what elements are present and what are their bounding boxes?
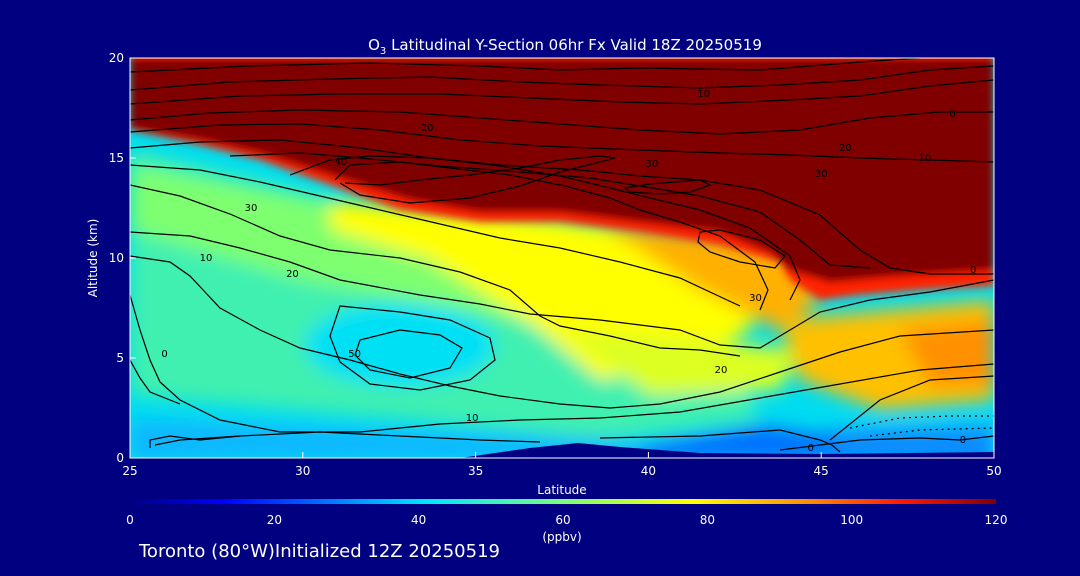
x-axis-label: Latitude [537,483,586,497]
colorbar-ticks: 0 20 40 60 80 100 120 [126,513,1007,527]
contour-label: 30 [245,203,258,214]
x-tick-label: 25 [122,464,137,478]
contour-label: 20 [286,269,299,280]
colorbar [130,499,996,504]
contour-label: 10 [466,413,479,424]
contour-label: 30 [749,293,762,304]
chart-title: O3 Latitudinal Y-Section 06hr Fx Valid 1… [368,36,762,57]
contour-label: 20 [839,143,852,154]
footer-run-info: Toronto (80°W)Initialized 12Z 20250519 [139,541,500,562]
colorbar-tick-label: 40 [411,513,426,527]
y-tick-label: 20 [109,51,124,65]
y-axis: 0 5 10 15 20 [109,51,136,465]
contour-label: 10 [919,153,932,164]
x-tick-label: 30 [295,464,310,478]
x-axis: 25 30 35 40 45 50 [122,452,1002,478]
colorbar-tick-label: 120 [985,513,1008,527]
y-axis-label: Altitude (km) [86,219,100,298]
x-tick-label: 45 [814,464,829,478]
contour-label: 0 [970,265,976,276]
colorbar-unit-label: (ppbv) [542,530,581,544]
colorbar-tick-label: 20 [267,513,282,527]
contour-label: 30 [645,159,658,170]
contour-label: 0 [960,435,966,446]
colorbar-tick-label: 0 [126,513,134,527]
contour-label: 20 [421,123,434,134]
colorbar-tick-label: 100 [840,513,863,527]
contour-label: 0 [161,349,167,360]
colorbar-tick-label: 80 [700,513,715,527]
contour-lines [130,58,994,453]
contour-label: 30 [815,169,828,180]
colorbar-tick-label: 60 [555,513,570,527]
contour-labels: 10 0 20 20 10 40 30 30 30 10 20 30 0 0 50 20 10 0 0 [161,89,976,454]
x-tick-label: 50 [986,464,1001,478]
contour-label: 20 [715,365,728,376]
y-tick-label: 0 [116,451,124,465]
y-tick-label: 10 [109,251,124,265]
contour-label: 0 [808,443,814,454]
contour-label: 50 [348,349,361,360]
x-tick-label: 35 [468,464,483,478]
y-tick-label: 15 [109,151,124,165]
contour-label: 10 [200,253,213,264]
contour-label: 0 [949,109,955,120]
x-tick-label: 40 [641,464,656,478]
contour-label: 10 [697,89,710,100]
y-tick-label: 5 [116,351,124,365]
contour-label: 40 [334,157,347,168]
